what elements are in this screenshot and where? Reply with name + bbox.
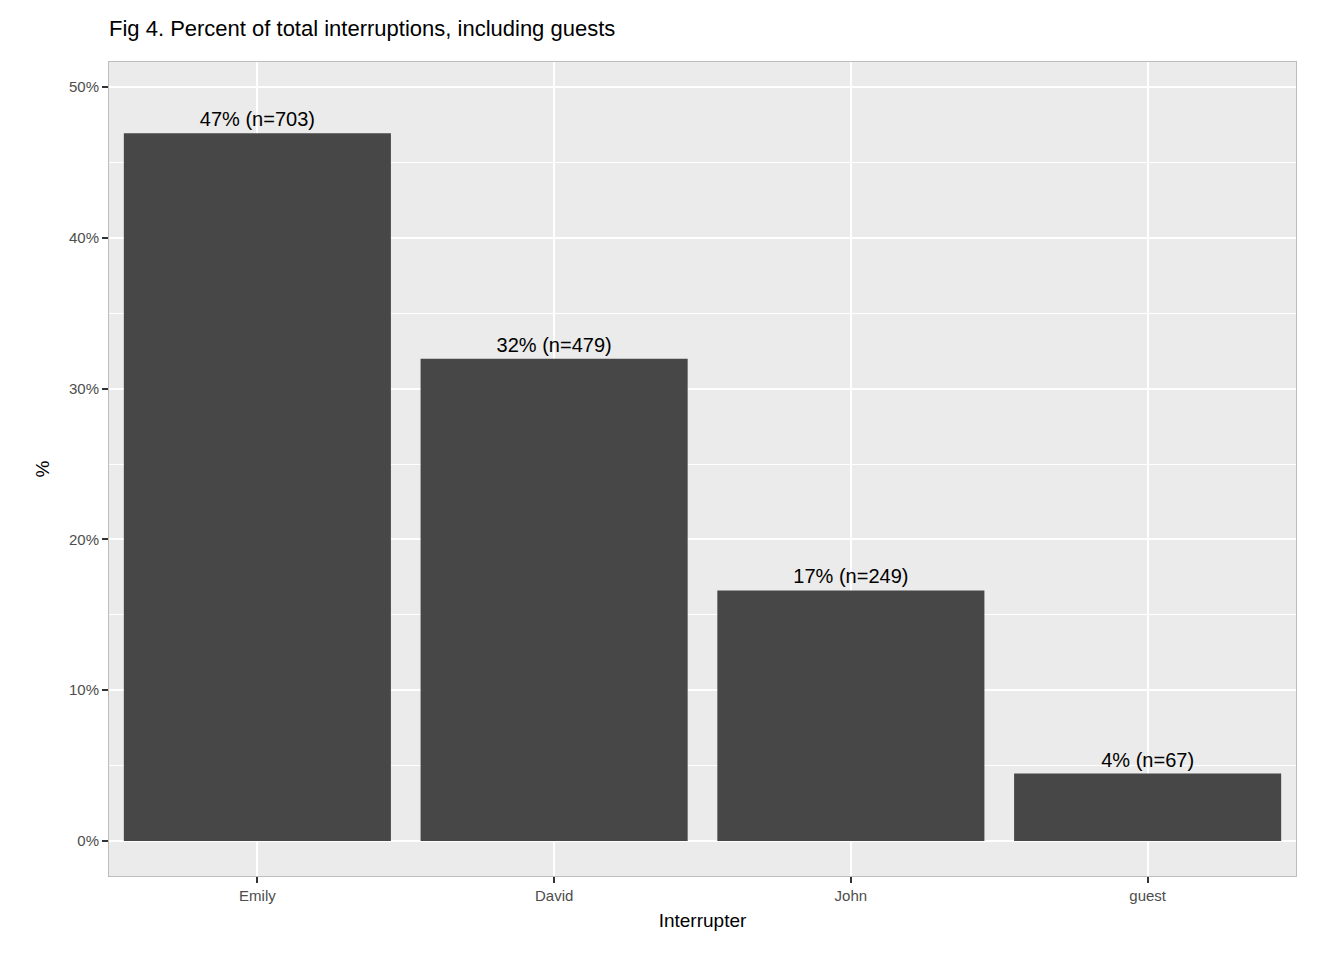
svg-text:30%: 30% <box>69 380 99 397</box>
svg-text:0%: 0% <box>77 832 99 849</box>
svg-text:Emily: Emily <box>239 887 276 904</box>
svg-text:Fig 4. Percent of total interr: Fig 4. Percent of total interruptions, i… <box>109 16 615 41</box>
svg-text:17% (n=249): 17% (n=249) <box>793 565 908 587</box>
svg-text:%: % <box>32 460 53 477</box>
svg-text:guest: guest <box>1129 887 1167 904</box>
svg-text:47% (n=703): 47% (n=703) <box>200 108 315 130</box>
svg-text:32% (n=479): 32% (n=479) <box>497 334 612 356</box>
svg-text:50%: 50% <box>69 78 99 95</box>
svg-text:Interrupter: Interrupter <box>659 910 747 931</box>
svg-text:10%: 10% <box>69 681 99 698</box>
svg-text:4% (n=67): 4% (n=67) <box>1101 749 1194 771</box>
svg-text:20%: 20% <box>69 531 99 548</box>
svg-text:David: David <box>535 887 573 904</box>
svg-text:John: John <box>835 887 868 904</box>
svg-text:40%: 40% <box>69 229 99 246</box>
